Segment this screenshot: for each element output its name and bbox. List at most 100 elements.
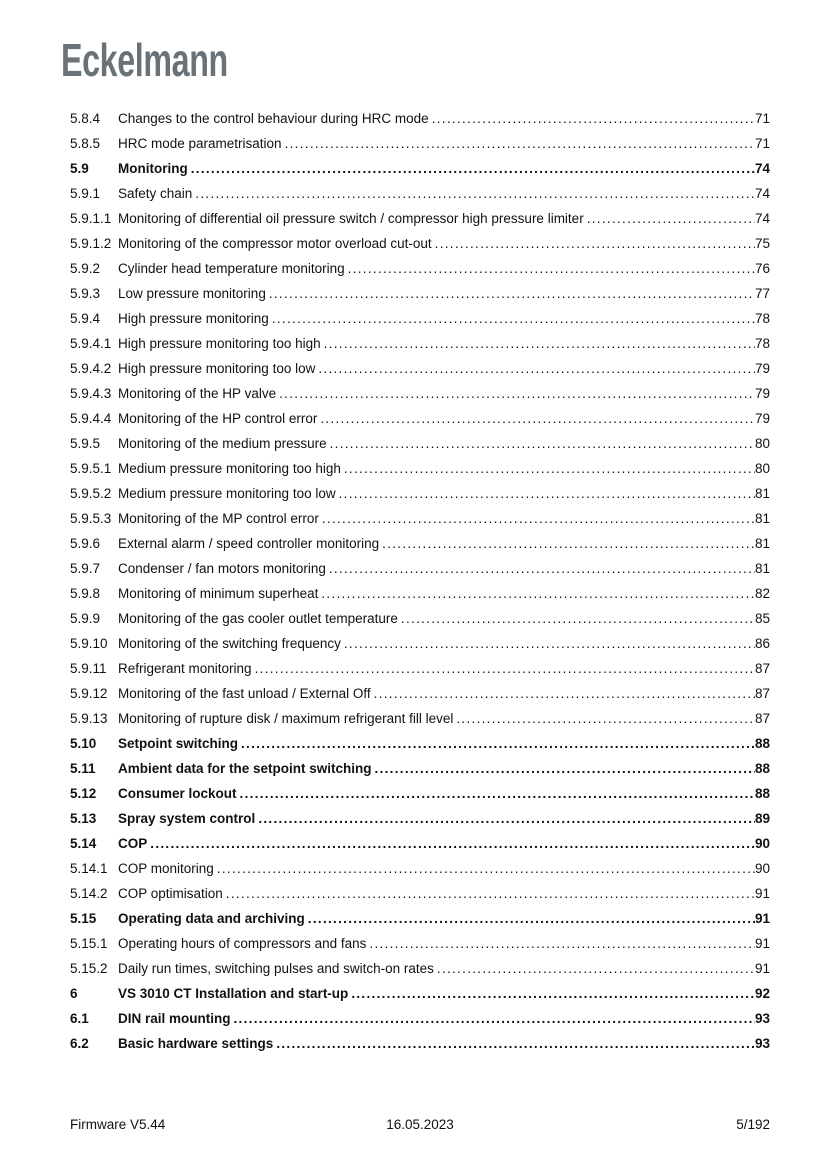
toc-dot-leader	[369, 931, 755, 956]
toc-entry-title: Setpoint switching	[118, 736, 238, 751]
toc-entry-number: 5.14.1	[70, 861, 108, 876]
toc-entry-title: VS 3010 CT Installation and start-up	[118, 986, 349, 1001]
toc-entry-number: 5.12	[70, 786, 97, 801]
toc-entry-number: 5.9.5.3	[70, 511, 112, 526]
toc-entry[interactable]: 5.8.5 HRC mode parametrisation 71	[70, 131, 770, 156]
toc-entry-number: 6.1	[70, 1011, 89, 1026]
toc-entry[interactable]: 5.9.5.3 Monitoring of the MP control err…	[70, 506, 770, 531]
toc-entry[interactable]: 5.9.2 Cylinder head temperature monitori…	[70, 256, 770, 281]
toc-entry-number: 5.9.10	[70, 636, 108, 651]
toc-entry-page: 81	[754, 561, 770, 576]
toc-dot-leader	[329, 556, 755, 581]
toc-entry-title: Operating data and archiving	[118, 911, 305, 926]
toc-entry[interactable]: 6 VS 3010 CT Installation and start-up 9…	[70, 981, 770, 1006]
toc-entry-page: 88	[754, 761, 770, 776]
toc-entry-number: 5.9.4.2	[70, 361, 112, 376]
toc-entry-title: External alarm / speed controller monito…	[118, 536, 380, 551]
toc-entry-page: 77	[754, 286, 770, 301]
toc-entry-page: 91	[754, 911, 770, 926]
toc-entry[interactable]: 5.9.9 Monitoring of the gas cooler outle…	[70, 606, 770, 631]
toc-entry-title: Monitoring of the gas cooler outlet temp…	[118, 611, 398, 626]
toc-entry-page: 79	[754, 386, 770, 401]
toc-entry-title: Condenser / fan motors monitoring	[118, 561, 326, 576]
toc-entry[interactable]: 5.14 COP 90	[70, 831, 770, 856]
toc-entry-title: Monitoring of the MP control error	[118, 511, 319, 526]
toc-entry-title: Spray system control	[118, 811, 256, 826]
toc-entry[interactable]: 5.14.1 COP monitoring 90	[70, 856, 770, 881]
toc-entry-title: Safety chain	[118, 186, 193, 201]
toc-entry[interactable]: 5.14.2 COP optimisation 91	[70, 881, 770, 906]
toc-entry-title: Monitoring of the HP control error	[118, 411, 318, 426]
toc-entry-title: Operating hours of compressors and fans	[118, 936, 367, 951]
toc-entry-title: High pressure monitoring too high	[118, 336, 321, 351]
toc-dot-leader	[285, 131, 755, 156]
toc-entry[interactable]: 5.9.1 Safety chain 74	[70, 181, 770, 206]
toc-entry[interactable]: 5.8.4 Changes to the control behaviour d…	[70, 106, 770, 131]
toc-entry-number: 5.9.7	[70, 561, 101, 576]
toc-dot-leader	[240, 781, 755, 806]
toc-entry-number: 5.9.1	[70, 186, 101, 201]
toc-entry[interactable]: 5.9.11 Refrigerant monitoring 87	[70, 656, 770, 681]
toc-entry[interactable]: 5.13 Spray system control 89	[70, 806, 770, 831]
toc-entry-number: 5.14	[70, 836, 97, 851]
toc-dot-leader	[382, 531, 755, 556]
toc-entry-page: 78	[754, 336, 770, 351]
toc-entry[interactable]: 5.9.10 Monitoring of the switching frequ…	[70, 631, 770, 656]
toc-entry[interactable]: 5.9.1.1 Monitoring of differential oil p…	[70, 206, 770, 231]
toc-entry-title: DIN rail mounting	[118, 1011, 231, 1026]
toc-entry-title: Medium pressure monitoring too low	[118, 486, 336, 501]
toc-entry[interactable]: 5.15.2 Daily run times, switching pulses…	[70, 956, 770, 981]
toc-entry-number: 5.14.2	[70, 886, 108, 901]
toc-entry[interactable]: 5.9.5.1 Medium pressure monitoring too h…	[70, 456, 770, 481]
toc-entry[interactable]: 5.9.8 Monitoring of minimum superheat 82	[70, 581, 770, 606]
toc-entry-page: 80	[754, 461, 770, 476]
toc-entry[interactable]: 5.9.12 Monitoring of the fast unload / E…	[70, 681, 770, 706]
toc-entry-page: 93	[754, 1011, 770, 1026]
toc-entry-page: 80	[754, 436, 770, 451]
toc-entry[interactable]: 5.9.4 High pressure monitoring 78	[70, 306, 770, 331]
toc-entry[interactable]: 5.9 Monitoring 74	[70, 156, 770, 181]
toc-dot-leader	[587, 206, 755, 231]
toc-dot-leader	[241, 731, 755, 756]
toc-entry[interactable]: 5.9.5.2 Medium pressure monitoring too l…	[70, 481, 770, 506]
toc-entry[interactable]: 5.9.13 Monitoring of rupture disk / maxi…	[70, 706, 770, 731]
toc-dot-leader	[348, 256, 755, 281]
toc-entry[interactable]: 5.9.3 Low pressure monitoring 77	[70, 281, 770, 306]
toc-entry[interactable]: 5.9.5 Monitoring of the medium pressure …	[70, 431, 770, 456]
toc-entry-page: 90	[754, 836, 770, 851]
footer-page-indicator: 5/192	[736, 1117, 770, 1132]
toc-entry-page: 81	[754, 511, 770, 526]
toc-dot-leader	[255, 656, 755, 681]
toc-entry[interactable]: 5.9.1.2 Monitoring of the compressor mot…	[70, 231, 770, 256]
toc-entry-number: 6	[70, 986, 78, 1001]
toc-entry-page: 93	[754, 1036, 770, 1051]
toc-entry[interactable]: 5.11 Ambient data for the setpoint switc…	[70, 756, 770, 781]
toc-entry-page: 74	[754, 161, 770, 176]
toc-entry[interactable]: 5.9.4.3 Monitoring of the HP valve 79	[70, 381, 770, 406]
toc-entry-title: COP optimisation	[118, 886, 223, 901]
toc-entry-number: 5.9.11	[70, 661, 107, 676]
toc-entry-number: 5.13	[70, 811, 97, 826]
toc-dot-leader	[150, 831, 755, 856]
toc-entry-title: High pressure monitoring	[118, 311, 269, 326]
toc-entry[interactable]: 5.9.4.4 Monitoring of the HP control err…	[70, 406, 770, 431]
toc-entry-title: Medium pressure monitoring too high	[118, 461, 341, 476]
toc-entry[interactable]: 5.10 Setpoint switching 88	[70, 731, 770, 756]
toc-entry[interactable]: 5.9.4.2 High pressure monitoring too low…	[70, 356, 770, 381]
toc-entry[interactable]: 5.15.1 Operating hours of compressors an…	[70, 931, 770, 956]
toc-entry-page: 79	[754, 411, 770, 426]
toc-entry[interactable]: 5.9.7 Condenser / fan motors monitoring …	[70, 556, 770, 581]
toc-entry[interactable]: 6.2 Basic hardware settings 93	[70, 1031, 770, 1056]
toc-entry-number: 5.15	[70, 911, 97, 926]
toc-entry[interactable]: 5.15 Operating data and archiving 91	[70, 906, 770, 931]
toc-entry[interactable]: 5.12 Consumer lockout 88	[70, 781, 770, 806]
toc-entry-number: 5.9.1.2	[70, 236, 112, 251]
toc-entry-page: 78	[754, 311, 770, 326]
toc-entry[interactable]: 5.9.4.1 High pressure monitoring too hig…	[70, 331, 770, 356]
toc-entry-number: 5.9.4.1	[70, 336, 112, 351]
toc-entry[interactable]: 5.9.6 External alarm / speed controller …	[70, 531, 770, 556]
toc-entry-page: 79	[754, 361, 770, 376]
toc-entry[interactable]: 6.1 DIN rail mounting 93	[70, 1006, 770, 1031]
toc-entry-title: Monitoring of rupture disk / maximum ref…	[118, 711, 454, 726]
